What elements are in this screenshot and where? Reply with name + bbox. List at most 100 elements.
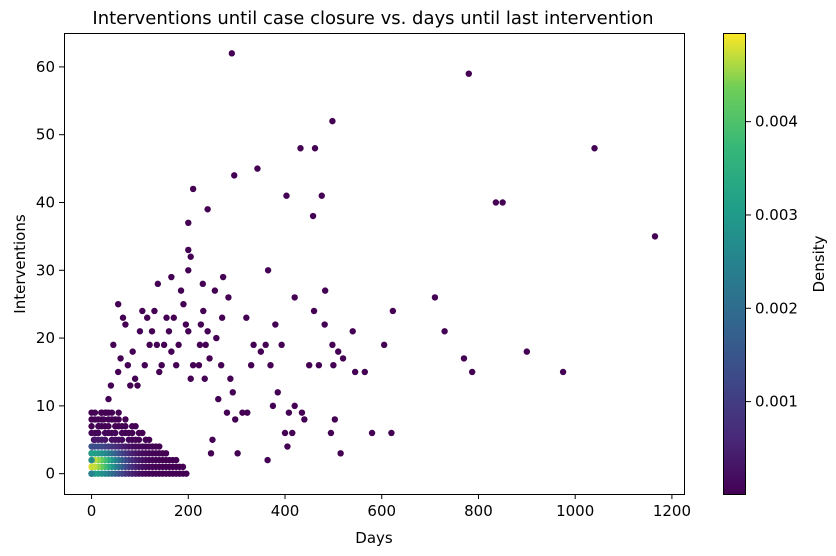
data-point — [218, 314, 226, 321]
data-point — [95, 423, 102, 430]
data-point — [125, 436, 133, 443]
data-point — [264, 267, 272, 274]
data-point — [278, 341, 285, 349]
data-point — [591, 145, 598, 152]
data-point — [215, 395, 222, 403]
data-point — [146, 341, 153, 349]
y-tick-label: 0 — [45, 465, 55, 483]
data-point — [172, 361, 180, 369]
data-point — [88, 443, 95, 450]
data-point — [284, 443, 291, 450]
data-point — [281, 429, 289, 437]
y-tick-label: 60 — [36, 58, 55, 76]
data-point — [227, 375, 234, 382]
data-point — [349, 328, 356, 335]
y-tick-label: 40 — [36, 193, 55, 211]
data-point — [291, 402, 298, 410]
data-point — [115, 409, 122, 416]
data-point — [291, 294, 298, 301]
data-point — [112, 423, 119, 430]
data-point — [329, 341, 336, 349]
data-point — [257, 348, 265, 355]
data-point — [148, 328, 156, 335]
data-point — [264, 456, 271, 464]
data-point — [91, 436, 99, 443]
data-point — [185, 246, 192, 254]
colorbar-tick-label: 0.003 — [755, 206, 798, 224]
data-point — [105, 416, 112, 423]
data-point — [247, 361, 255, 369]
data-point — [321, 321, 328, 328]
data-point — [122, 416, 129, 423]
data-point — [131, 375, 139, 382]
data-point — [185, 219, 192, 227]
data-point — [219, 273, 227, 281]
colorbar-tick-label: 0.002 — [755, 299, 798, 317]
data-point — [499, 199, 506, 206]
colorbar-frame — [723, 33, 746, 495]
data-point — [168, 348, 175, 355]
data-point — [225, 294, 232, 301]
data-point — [185, 328, 192, 335]
data-point — [202, 341, 209, 349]
data-point — [351, 368, 359, 376]
data-point — [139, 307, 146, 315]
data-point — [339, 355, 347, 362]
data-point — [89, 463, 96, 471]
x-tick-label: 1000 — [556, 502, 594, 520]
data-point — [127, 382, 134, 389]
y-tick-label: 50 — [36, 126, 55, 144]
data-point — [274, 389, 281, 396]
data-point — [141, 361, 148, 369]
data-point — [559, 368, 567, 376]
data-point — [88, 429, 95, 437]
data-point — [309, 212, 317, 220]
data-point — [209, 436, 216, 443]
data-point — [380, 341, 388, 349]
data-point — [101, 429, 109, 437]
data-point — [234, 450, 241, 457]
points-layer — [88, 50, 659, 477]
data-point — [321, 287, 329, 294]
data-point — [229, 389, 236, 396]
data-point — [211, 287, 219, 294]
data-point — [523, 348, 531, 355]
data-point — [88, 450, 95, 457]
data-point — [195, 361, 203, 369]
y-axis-label: Interventions — [11, 214, 29, 314]
data-point — [239, 409, 246, 416]
data-point — [204, 328, 211, 335]
data-point — [285, 409, 293, 416]
data-point — [158, 361, 165, 369]
data-point — [337, 450, 344, 457]
data-point — [114, 300, 122, 308]
data-point — [119, 314, 127, 321]
data-point — [117, 355, 124, 362]
data-point — [177, 287, 185, 294]
data-point — [243, 314, 250, 321]
data-point — [114, 368, 122, 376]
x-tick-label: 400 — [271, 502, 300, 520]
data-point — [335, 348, 342, 355]
data-point — [88, 423, 95, 430]
y-tick-label: 10 — [36, 397, 55, 415]
data-point — [310, 307, 318, 315]
data-point — [134, 382, 141, 389]
data-point — [129, 348, 136, 355]
x-tick-label: 800 — [464, 502, 493, 520]
data-point — [460, 355, 468, 362]
plot-frame — [64, 33, 685, 495]
x-tick-label: 0 — [87, 502, 97, 520]
data-point — [122, 321, 129, 328]
data-point — [118, 429, 126, 437]
data-point — [298, 409, 306, 416]
y-tick-label: 30 — [36, 261, 55, 279]
data-point — [135, 429, 143, 437]
data-point — [153, 341, 161, 349]
data-point — [189, 361, 197, 369]
data-point — [441, 328, 448, 335]
data-point — [196, 341, 204, 349]
x-tick-label: 1200 — [653, 502, 691, 520]
colorbar-axis: 0.001 0.002 0.003 0.004 — [746, 113, 798, 411]
